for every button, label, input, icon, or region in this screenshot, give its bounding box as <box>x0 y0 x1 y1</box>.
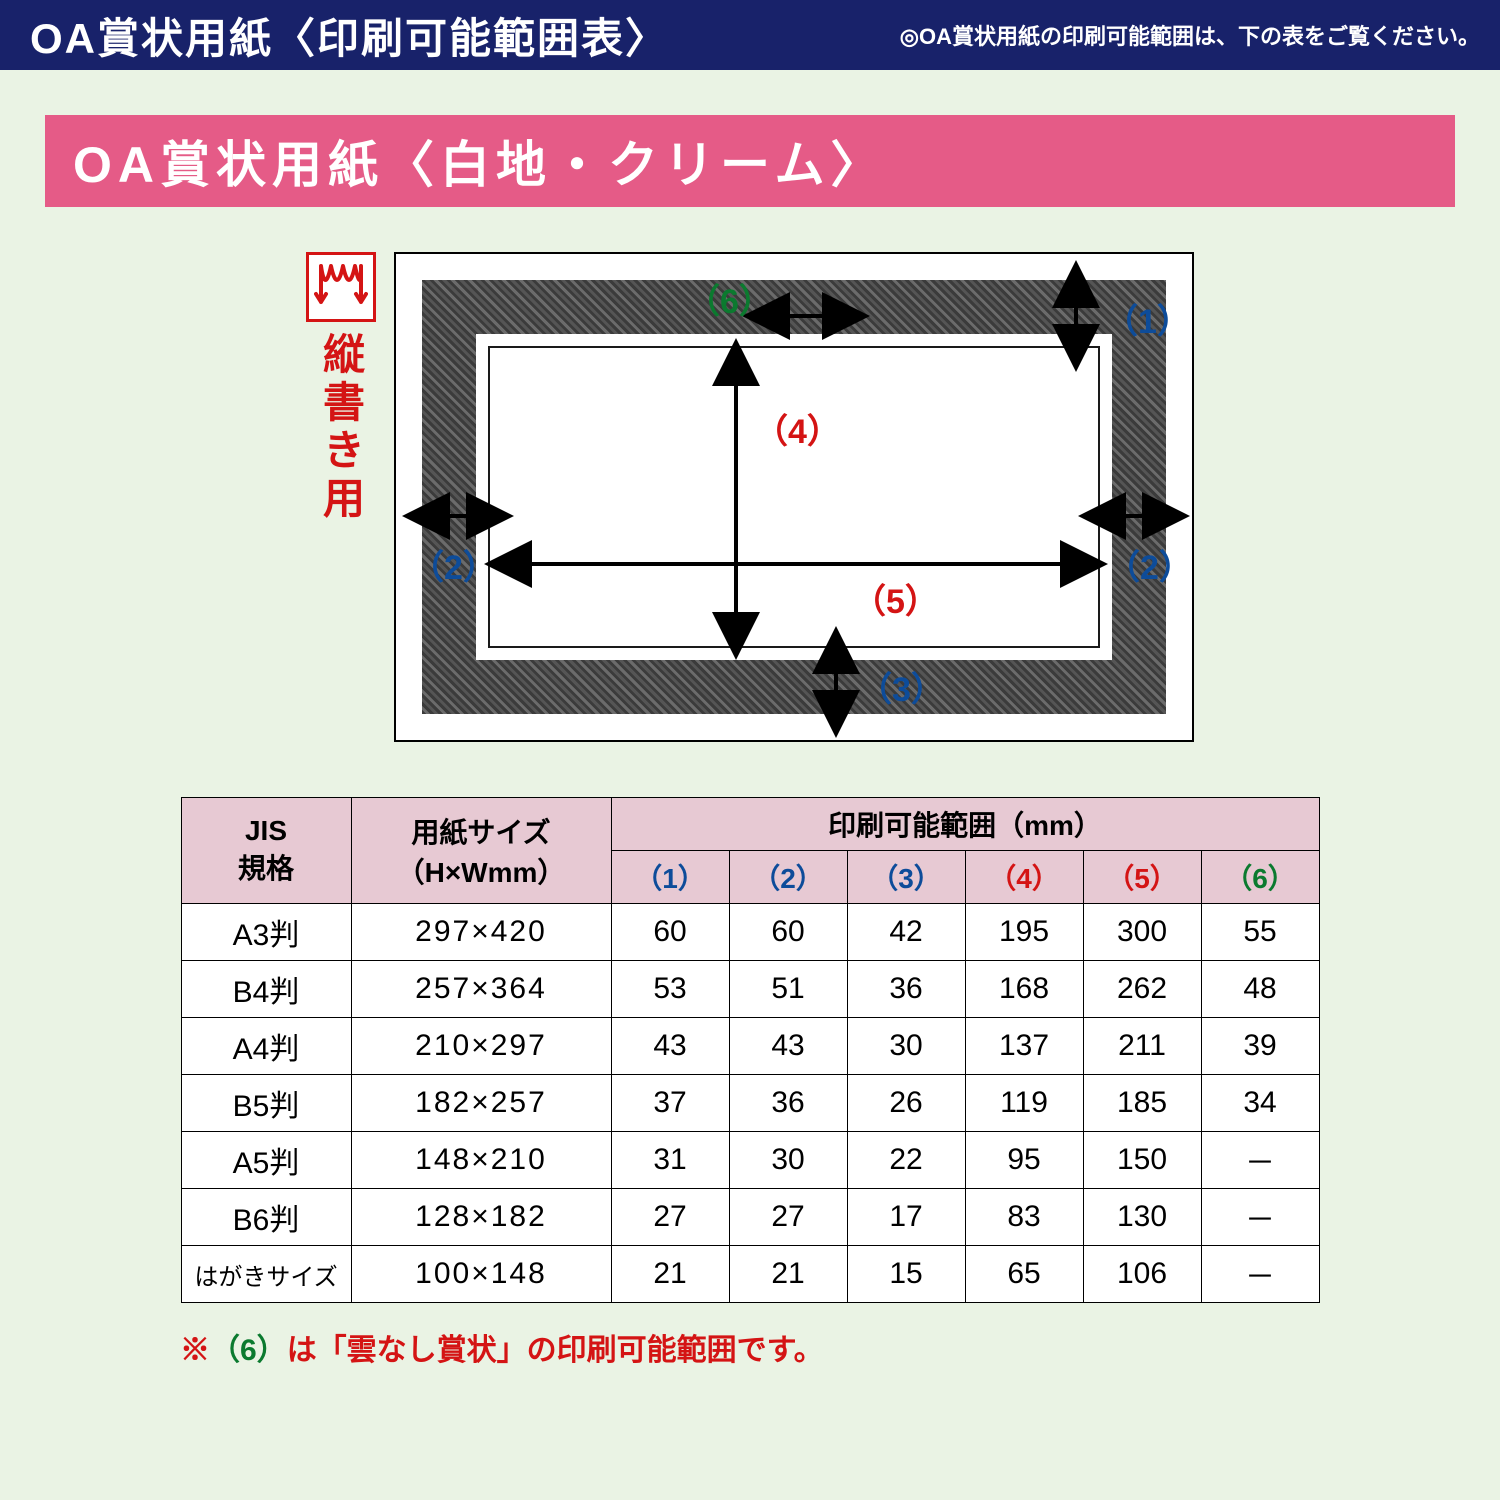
table-row: A5判148×21031302295150－ <box>181 1132 1319 1189</box>
th-printable: 印刷可能範囲（mm） <box>611 798 1319 851</box>
cell-jis: A5判 <box>181 1132 351 1189</box>
dimension-overlay <box>396 254 1196 744</box>
footnote-green: （6） <box>210 1334 287 1367</box>
cell-value: 30 <box>729 1132 847 1189</box>
cell-value: 17 <box>847 1189 965 1246</box>
cell-value: 42 <box>847 904 965 961</box>
dim-label-5: （5） <box>852 574 939 623</box>
cell-value: － <box>1201 1132 1319 1189</box>
cell-jis: B4判 <box>181 961 351 1018</box>
feed-direction-icon <box>306 252 376 322</box>
cell-value: 130 <box>1083 1189 1201 1246</box>
footnote-post: は「雲なし賞状」の印刷可能範囲です。 <box>287 1334 824 1367</box>
spec-table: JIS 規格 用紙サイズ （H×Wmm） 印刷可能範囲（mm） （1）（2）（3… <box>181 797 1320 1303</box>
table-row: はがきサイズ100×14821211565106－ <box>181 1246 1319 1303</box>
cell-value: 43 <box>611 1018 729 1075</box>
cell-size: 148×210 <box>351 1132 611 1189</box>
table-row: A4判210×29743433013721139 <box>181 1018 1319 1075</box>
th-jis: JIS 規格 <box>181 798 351 904</box>
cell-jis: B6判 <box>181 1189 351 1246</box>
cell-value: 36 <box>847 961 965 1018</box>
th-col-3: （3） <box>847 851 965 904</box>
table-row: B5判182×25737362611918534 <box>181 1075 1319 1132</box>
cell-value: 300 <box>1083 904 1201 961</box>
cell-value: 60 <box>729 904 847 961</box>
cell-value: 95 <box>965 1132 1083 1189</box>
cell-jis: A3判 <box>181 904 351 961</box>
th-col-2: （2） <box>729 851 847 904</box>
cell-size: 210×297 <box>351 1018 611 1075</box>
th-size: 用紙サイズ （H×Wmm） <box>351 798 611 904</box>
table-row: B6判128×18227271783130－ <box>181 1189 1319 1246</box>
cell-value: 168 <box>965 961 1083 1018</box>
cell-value: 26 <box>847 1075 965 1132</box>
spec-body: A3判297×42060604219530055B4判257×364535136… <box>181 904 1319 1303</box>
footnote-pre: ※ <box>180 1334 210 1367</box>
cell-value: 21 <box>729 1246 847 1303</box>
certificate-diagram: （1） （6） （2） （2） （3） （4） （5） <box>394 252 1194 742</box>
cell-value: 36 <box>729 1075 847 1132</box>
cell-jis: はがきサイズ <box>181 1246 351 1303</box>
cell-size: 100×148 <box>351 1246 611 1303</box>
cell-value: 30 <box>847 1018 965 1075</box>
dim-label-1: （1） <box>1104 294 1191 343</box>
cell-value: 60 <box>611 904 729 961</box>
dim-label-4: （4） <box>754 404 841 453</box>
cell-size: 182×257 <box>351 1075 611 1132</box>
cell-value: 262 <box>1083 961 1201 1018</box>
cell-value: 27 <box>729 1189 847 1246</box>
cell-value: 51 <box>729 961 847 1018</box>
cell-value: 106 <box>1083 1246 1201 1303</box>
topbar-subtitle: ◎OA賞状用紙の印刷可能範囲は、下の表をご覧ください。 <box>900 19 1480 51</box>
cell-value: － <box>1201 1189 1319 1246</box>
cell-value: 53 <box>611 961 729 1018</box>
dim-label-2-right: （2） <box>1106 540 1193 589</box>
cell-value: 119 <box>965 1075 1083 1132</box>
cell-value: 55 <box>1201 904 1319 961</box>
cell-value: 195 <box>965 904 1083 961</box>
top-bar: OA賞状用紙〈印刷可能範囲表〉 ◎OA賞状用紙の印刷可能範囲は、下の表をご覧くだ… <box>0 0 1500 70</box>
cell-value: 185 <box>1083 1075 1201 1132</box>
cell-jis: B5判 <box>181 1075 351 1132</box>
th-col-4: （4） <box>965 851 1083 904</box>
cell-value: 39 <box>1201 1018 1319 1075</box>
cell-size: 257×364 <box>351 961 611 1018</box>
th-col-1: （1） <box>611 851 729 904</box>
cell-value: 211 <box>1083 1018 1201 1075</box>
cell-value: 137 <box>965 1018 1083 1075</box>
cell-value: 21 <box>611 1246 729 1303</box>
cell-value: 83 <box>965 1189 1083 1246</box>
dim-label-3: （3） <box>858 662 945 711</box>
cell-value: 27 <box>611 1189 729 1246</box>
table-row: B4判257×36453513616826248 <box>181 961 1319 1018</box>
table-row: A3判297×42060604219530055 <box>181 904 1319 961</box>
vertical-writing-label: 縦書き用 <box>311 332 372 524</box>
topbar-title: OA賞状用紙〈印刷可能範囲表〉 <box>30 5 669 66</box>
cell-value: 150 <box>1083 1132 1201 1189</box>
cell-value: 15 <box>847 1246 965 1303</box>
cell-size: 128×182 <box>351 1189 611 1246</box>
dim-label-2-left: （2） <box>410 540 497 589</box>
dim-label-6: （6） <box>686 274 773 323</box>
section-subtitle: OA賞状用紙〈白地・クリーム〉 <box>45 115 1455 207</box>
subtitle-wrap: OA賞状用紙〈白地・クリーム〉 <box>0 70 1500 232</box>
cell-value: 34 <box>1201 1075 1319 1132</box>
orientation-column: 縦書き用 <box>306 252 376 524</box>
spec-table-wrap: JIS 規格 用紙サイズ （H×Wmm） 印刷可能範囲（mm） （1）（2）（3… <box>0 772 1500 1313</box>
cell-jis: A4判 <box>181 1018 351 1075</box>
cell-value: 43 <box>729 1018 847 1075</box>
cell-value: 65 <box>965 1246 1083 1303</box>
cell-size: 297×420 <box>351 904 611 961</box>
diagram-area: 縦書き用 <box>0 232 1500 772</box>
cell-value: 48 <box>1201 961 1319 1018</box>
th-col-6: （6） <box>1201 851 1319 904</box>
th-col-5: （5） <box>1083 851 1201 904</box>
cell-value: 37 <box>611 1075 729 1132</box>
cell-value: 31 <box>611 1132 729 1189</box>
footnote: ※（6）は「雲なし賞状」の印刷可能範囲です。 <box>180 1313 1320 1369</box>
cell-value: － <box>1201 1246 1319 1303</box>
cell-value: 22 <box>847 1132 965 1189</box>
